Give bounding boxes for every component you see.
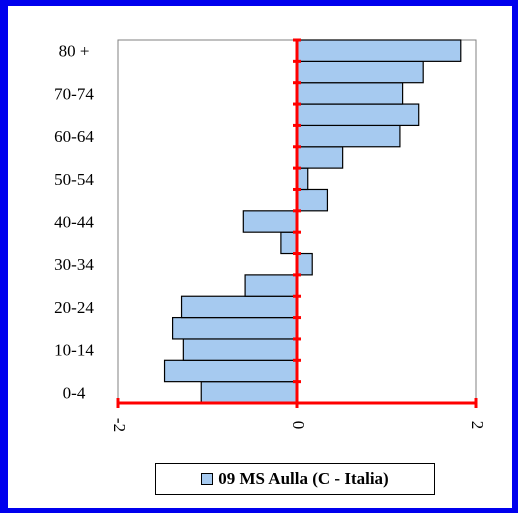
x-tick-label: 2 — [468, 421, 487, 430]
bar-65-69 — [296, 103, 420, 127]
axes-group — [116, 38, 478, 408]
bar-20-24 — [180, 295, 298, 319]
bar-45-49 — [296, 188, 329, 212]
y-tick-label: 50-54 — [54, 170, 94, 189]
y-tick-label: 30-34 — [54, 255, 94, 274]
y-tick-label: 60-64 — [54, 127, 94, 146]
bars-group — [163, 39, 462, 404]
x-tick-label: 0 — [289, 421, 308, 430]
bar-40-44 — [242, 210, 298, 233]
x-tick-label: -2 — [110, 418, 129, 432]
y-tick-label: 10-14 — [54, 341, 94, 360]
bar-35-39 — [280, 231, 298, 255]
y-tick-label: 70-74 — [54, 84, 94, 103]
bar-15-19 — [171, 316, 298, 340]
bar-60-64 — [296, 124, 401, 148]
y-tick-label: 0-4 — [63, 383, 86, 402]
bar-55-59 — [296, 146, 344, 169]
bar-75-79 — [296, 60, 424, 84]
legend-label: 09 MS Aulla (C - Italia) — [218, 469, 389, 488]
bar-0-4 — [200, 381, 298, 404]
y-tick-label: 20-24 — [54, 298, 94, 317]
y-tick-labels: 0-4 10-14 20-24 30-34 40-44 50-54 60-64 70-74 80… — [54, 42, 94, 403]
y-tick-label: 80 + — [59, 42, 90, 61]
bar-50-54 — [296, 167, 309, 191]
bar-30-34 — [296, 252, 313, 276]
bar-70-74 — [296, 82, 404, 105]
y-tick-label: 40-44 — [54, 213, 94, 232]
legend: 09 MS Aulla (C - Italia) — [155, 463, 435, 495]
bar-80 — [296, 39, 462, 62]
x-tick-labels: -2 0 2 — [110, 418, 487, 432]
bar-5-9 — [163, 359, 298, 383]
bar-10-14 — [182, 338, 298, 361]
bar-25-29 — [244, 274, 298, 297]
legend-swatch — [201, 473, 214, 485]
